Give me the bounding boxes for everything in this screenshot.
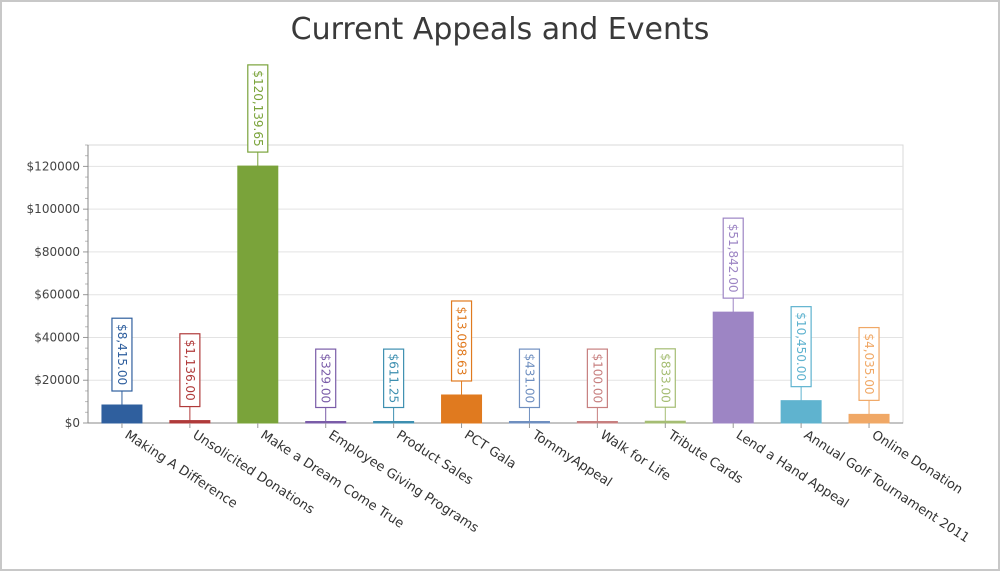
bar <box>237 165 279 424</box>
data-label: $329.00 <box>319 353 333 403</box>
data-label-box <box>315 348 337 409</box>
data-label: $13,098.63 <box>455 307 469 376</box>
bar <box>780 400 822 424</box>
bar <box>373 421 415 424</box>
data-label-box <box>247 64 269 153</box>
x-tick-label: Unsolicited Donations <box>190 428 317 518</box>
bar <box>169 420 211 424</box>
x-tick-label: Tribute Cards <box>664 427 745 487</box>
data-label-box <box>586 348 608 409</box>
data-label-box <box>111 317 133 392</box>
data-label-box <box>858 326 880 401</box>
y-tick-label: $0 <box>65 416 80 430</box>
x-tick-label: Lend a Hand Appeal <box>733 428 851 512</box>
bar <box>712 311 754 424</box>
data-label-box <box>179 333 201 408</box>
data-label-box <box>790 306 812 388</box>
x-tick-label: PCT Gala <box>461 428 518 473</box>
data-label: $4,035.00 <box>862 333 876 394</box>
bar <box>101 404 143 424</box>
y-tick-label: $80000 <box>34 245 80 259</box>
bar <box>305 421 347 424</box>
data-label: $431.00 <box>522 353 536 403</box>
bar <box>848 413 890 424</box>
bar <box>576 421 618 424</box>
data-label: $120,139.65 <box>251 70 265 146</box>
data-label: $833.00 <box>658 353 672 403</box>
chart-title: Current Appeals and Events <box>290 12 710 47</box>
bar <box>441 394 483 424</box>
y-tick-label: $120000 <box>27 159 80 173</box>
data-label: $51,842.00 <box>726 224 740 293</box>
bar <box>508 421 550 424</box>
x-tick-label: Making A Difference <box>122 428 240 512</box>
data-label: $100.00 <box>590 353 604 403</box>
data-label-box <box>383 348 405 409</box>
data-label: $1,136.00 <box>183 340 197 401</box>
data-label: $10,450.00 <box>794 312 808 381</box>
data-label-box <box>518 348 541 409</box>
data-label-box <box>654 348 676 408</box>
data-label: $611.25 <box>387 353 401 403</box>
data-label: $8,415.00 <box>115 324 129 385</box>
y-tick-label: $60000 <box>34 288 80 302</box>
y-tick-label: $40000 <box>34 330 80 344</box>
data-label-box <box>722 217 744 299</box>
plot-area <box>87 144 904 424</box>
data-label-box <box>450 300 473 382</box>
y-tick-label: $20000 <box>34 373 80 387</box>
y-tick-label: $100000 <box>27 202 80 216</box>
bar <box>644 420 686 424</box>
